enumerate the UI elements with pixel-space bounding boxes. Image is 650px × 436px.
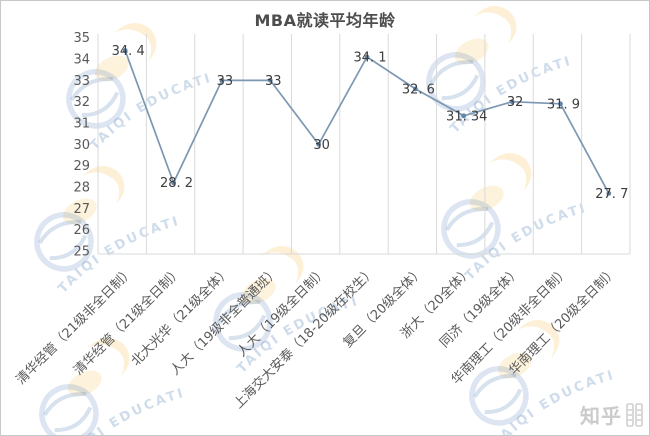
zhihu-book-icon bbox=[626, 402, 643, 427]
y-axis-tick-label: 29 bbox=[73, 159, 90, 174]
data-point-marker bbox=[122, 48, 128, 53]
data-point-marker bbox=[219, 77, 225, 83]
x-axis-category-label: 北大光华（21级全体） bbox=[128, 264, 234, 370]
data-point-label: 31. 34 bbox=[446, 109, 487, 124]
x-axis-category-label: 人大（19级全日制） bbox=[234, 264, 331, 361]
y-axis-tick-label: 26 bbox=[73, 223, 90, 238]
x-axis-category-label: 复旦（20级全体） bbox=[340, 264, 427, 351]
data-point-label: 34. 1 bbox=[353, 50, 386, 65]
data-point-label: 30 bbox=[313, 138, 330, 153]
data-point-marker bbox=[509, 99, 515, 105]
data-point-marker bbox=[461, 113, 467, 119]
zhihu-label: 知乎 bbox=[580, 404, 622, 428]
x-axis-category-label: 同济（19级全体） bbox=[437, 264, 524, 351]
y-axis-tick-label: 27 bbox=[73, 202, 90, 217]
data-point-label: 34. 4 bbox=[112, 44, 145, 59]
data-point-marker bbox=[412, 86, 418, 92]
data-point-marker bbox=[316, 141, 322, 147]
zhihu-watermark: 知乎 bbox=[580, 400, 643, 429]
y-axis-tick-label: 28 bbox=[73, 181, 90, 196]
data-point-label: 32. 6 bbox=[402, 82, 435, 97]
y-axis-tick-label: 25 bbox=[73, 245, 90, 260]
data-point-label: 31. 9 bbox=[547, 97, 580, 112]
y-axis-tick-label: 34 bbox=[73, 53, 90, 68]
data-point-marker bbox=[606, 191, 612, 196]
data-point-marker bbox=[171, 180, 176, 186]
data-point-marker bbox=[558, 101, 563, 107]
data-point-label: 28. 2 bbox=[160, 176, 193, 191]
data-line bbox=[124, 50, 610, 194]
y-axis-tick-label: 33 bbox=[73, 74, 90, 89]
chart-title: MBA就读平均年龄 bbox=[254, 11, 396, 30]
data-point-marker bbox=[267, 77, 273, 83]
data-point-label: 27. 7 bbox=[595, 187, 628, 202]
data-point-label: 33 bbox=[217, 74, 234, 89]
data-point-marker bbox=[364, 54, 370, 60]
y-axis-tick-label: 35 bbox=[73, 31, 90, 46]
y-axis-tick-label: 32 bbox=[73, 95, 90, 110]
data-point-label: 32 bbox=[507, 95, 524, 110]
y-axis-tick-label: 31 bbox=[73, 117, 90, 132]
y-axis-tick-label: 30 bbox=[73, 138, 90, 153]
data-point-label: 33 bbox=[265, 74, 282, 89]
